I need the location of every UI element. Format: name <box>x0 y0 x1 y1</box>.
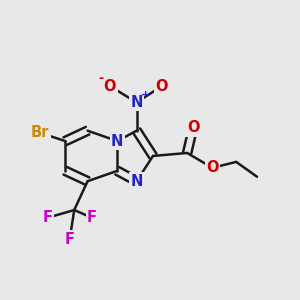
Text: N: N <box>130 95 143 110</box>
Text: +: + <box>141 90 150 100</box>
Text: F: F <box>65 232 75 247</box>
Text: N: N <box>130 174 143 189</box>
Text: O: O <box>103 79 116 94</box>
Text: O: O <box>187 120 199 135</box>
Text: O: O <box>206 160 219 175</box>
Text: N: N <box>111 134 124 148</box>
Text: F: F <box>87 210 97 225</box>
Text: F: F <box>43 210 52 225</box>
Text: Br: Br <box>31 125 49 140</box>
Text: O: O <box>156 79 168 94</box>
Text: -: - <box>98 72 104 85</box>
